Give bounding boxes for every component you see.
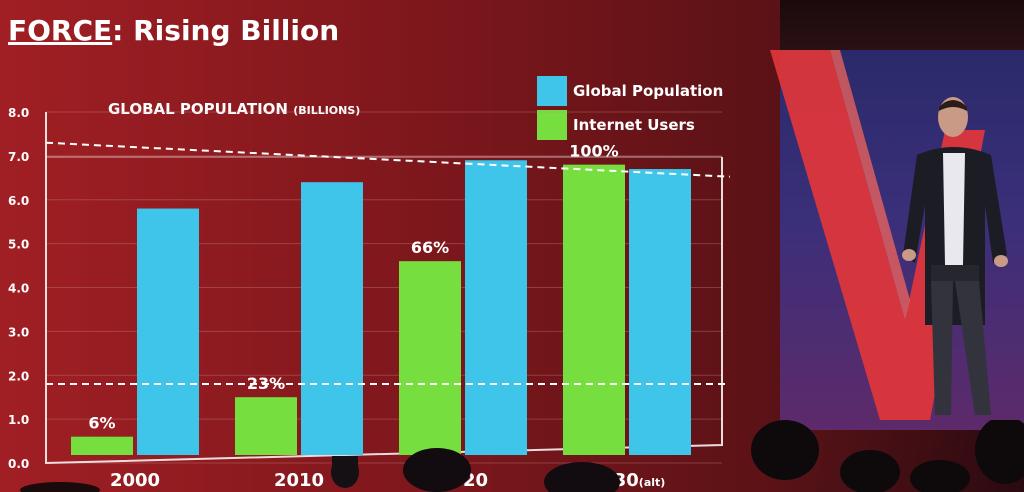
data-label: 6% <box>88 414 115 433</box>
slide-title: FORCE: Rising Billion <box>8 14 339 47</box>
reference-line <box>45 141 731 178</box>
x-tick-label: 2000 <box>110 470 160 491</box>
y-tick-label: 8.0 <box>8 106 29 120</box>
slide-title-force: FORCE <box>8 14 113 47</box>
slide-title-rest: : Rising Billion <box>112 14 340 47</box>
axis-frame <box>45 112 723 465</box>
y-tick-label: 4.0 <box>8 282 29 296</box>
presenter-figure <box>902 97 1008 415</box>
y-tick-label: 5.0 <box>8 238 29 252</box>
bar-internet-users-2010 <box>235 397 297 455</box>
chart-title-main: GLOBAL POPULATION <box>108 100 288 118</box>
lighting-truss <box>780 0 1024 50</box>
legend-item-global-population: Global Population <box>537 76 723 106</box>
bar-internet-users-2000 <box>71 436 133 455</box>
legend-swatch-global-population <box>537 76 567 106</box>
bar-internet-users-2030 <box>563 164 625 455</box>
audience-silhouettes <box>20 420 1024 492</box>
x-tick-suffix: (alt) <box>639 476 666 489</box>
data-label: 23% <box>247 374 285 393</box>
data-label: 66% <box>411 238 449 257</box>
bar-global-population-2020 <box>465 160 527 455</box>
legend-swatch-internet-users <box>537 110 567 140</box>
bar-internet-users-2020 <box>399 261 461 455</box>
data-label: 100% <box>569 142 618 161</box>
y-tick-label: 2.0 <box>8 369 29 383</box>
legend-label-global-population: Global Population <box>573 82 724 100</box>
y-tick-label: 6.0 <box>8 194 29 208</box>
bar-global-population-2000 <box>137 208 199 455</box>
legend-label-internet-users: Internet Users <box>573 116 695 134</box>
bar-global-population-2030 <box>629 169 691 455</box>
legend-item-internet-users: Internet Users <box>537 110 695 140</box>
bar-global-population-2010 <box>301 182 363 455</box>
y-tick-label: 3.0 <box>8 325 29 339</box>
bar-chart: 0.0 1.0 2.0 3.0 4.0 5.0 6.0 7.0 8.0 6% 2000 23% 2010… <box>8 106 731 491</box>
chart-title: GLOBAL POPULATION (BILLIONS) <box>108 100 360 118</box>
x-tick-label: 2010 <box>274 470 324 491</box>
v-logo-graphic <box>770 50 985 420</box>
y-tick-label: 0.0 <box>8 457 29 471</box>
y-tick-label: 1.0 <box>8 413 29 427</box>
chart-title-unit: (BILLIONS) <box>293 104 361 117</box>
y-tick-label: 7.0 <box>8 150 29 164</box>
bar-layer <box>45 141 731 455</box>
